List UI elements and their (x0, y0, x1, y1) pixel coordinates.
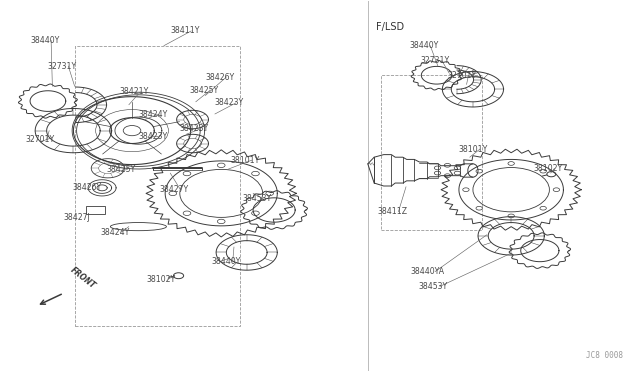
Text: 38411Y: 38411Y (170, 26, 200, 35)
Text: 38423Y: 38423Y (138, 132, 168, 141)
Text: 38411Z: 38411Z (378, 207, 407, 217)
Text: 38440YA: 38440YA (410, 267, 445, 276)
Text: 38440Y: 38440Y (212, 257, 241, 266)
Text: 38101Y: 38101Y (231, 155, 260, 165)
Text: 38440Y: 38440Y (30, 36, 60, 45)
Text: 38453Y: 38453Y (243, 195, 271, 203)
Text: 38425Y: 38425Y (189, 86, 219, 94)
Text: 38102Y: 38102Y (147, 275, 176, 283)
Text: 38453Y: 38453Y (419, 282, 448, 291)
Text: 38101Y: 38101Y (459, 145, 488, 154)
Bar (381, 75, 483, 230)
Text: FRONT: FRONT (68, 265, 97, 290)
Bar (75, 46, 241, 326)
Text: 38102Y: 38102Y (534, 164, 563, 173)
Text: F/LSD: F/LSD (376, 22, 404, 32)
Text: 32701Y: 32701Y (447, 71, 477, 80)
Text: 38424Y: 38424Y (100, 228, 129, 237)
Text: 38423Y: 38423Y (215, 99, 244, 108)
Text: 38440Y: 38440Y (409, 41, 438, 50)
Text: 32731Y: 32731Y (47, 61, 77, 71)
Text: 38426Y: 38426Y (205, 73, 234, 81)
Text: 38427Y: 38427Y (159, 185, 189, 194)
Text: 38421Y: 38421Y (119, 87, 148, 96)
Text: 32731Y: 32731Y (420, 56, 450, 65)
Bar (86, 206, 105, 214)
Text: 38427J: 38427J (63, 213, 90, 222)
Text: 38426Y: 38426Y (73, 183, 102, 192)
Text: 38425Y: 38425Y (106, 165, 136, 174)
Text: 32701Y: 32701Y (26, 135, 55, 144)
Text: JC8 0008: JC8 0008 (586, 351, 623, 360)
Text: 38423Y: 38423Y (180, 124, 209, 133)
Text: 38424Y: 38424Y (138, 109, 168, 119)
